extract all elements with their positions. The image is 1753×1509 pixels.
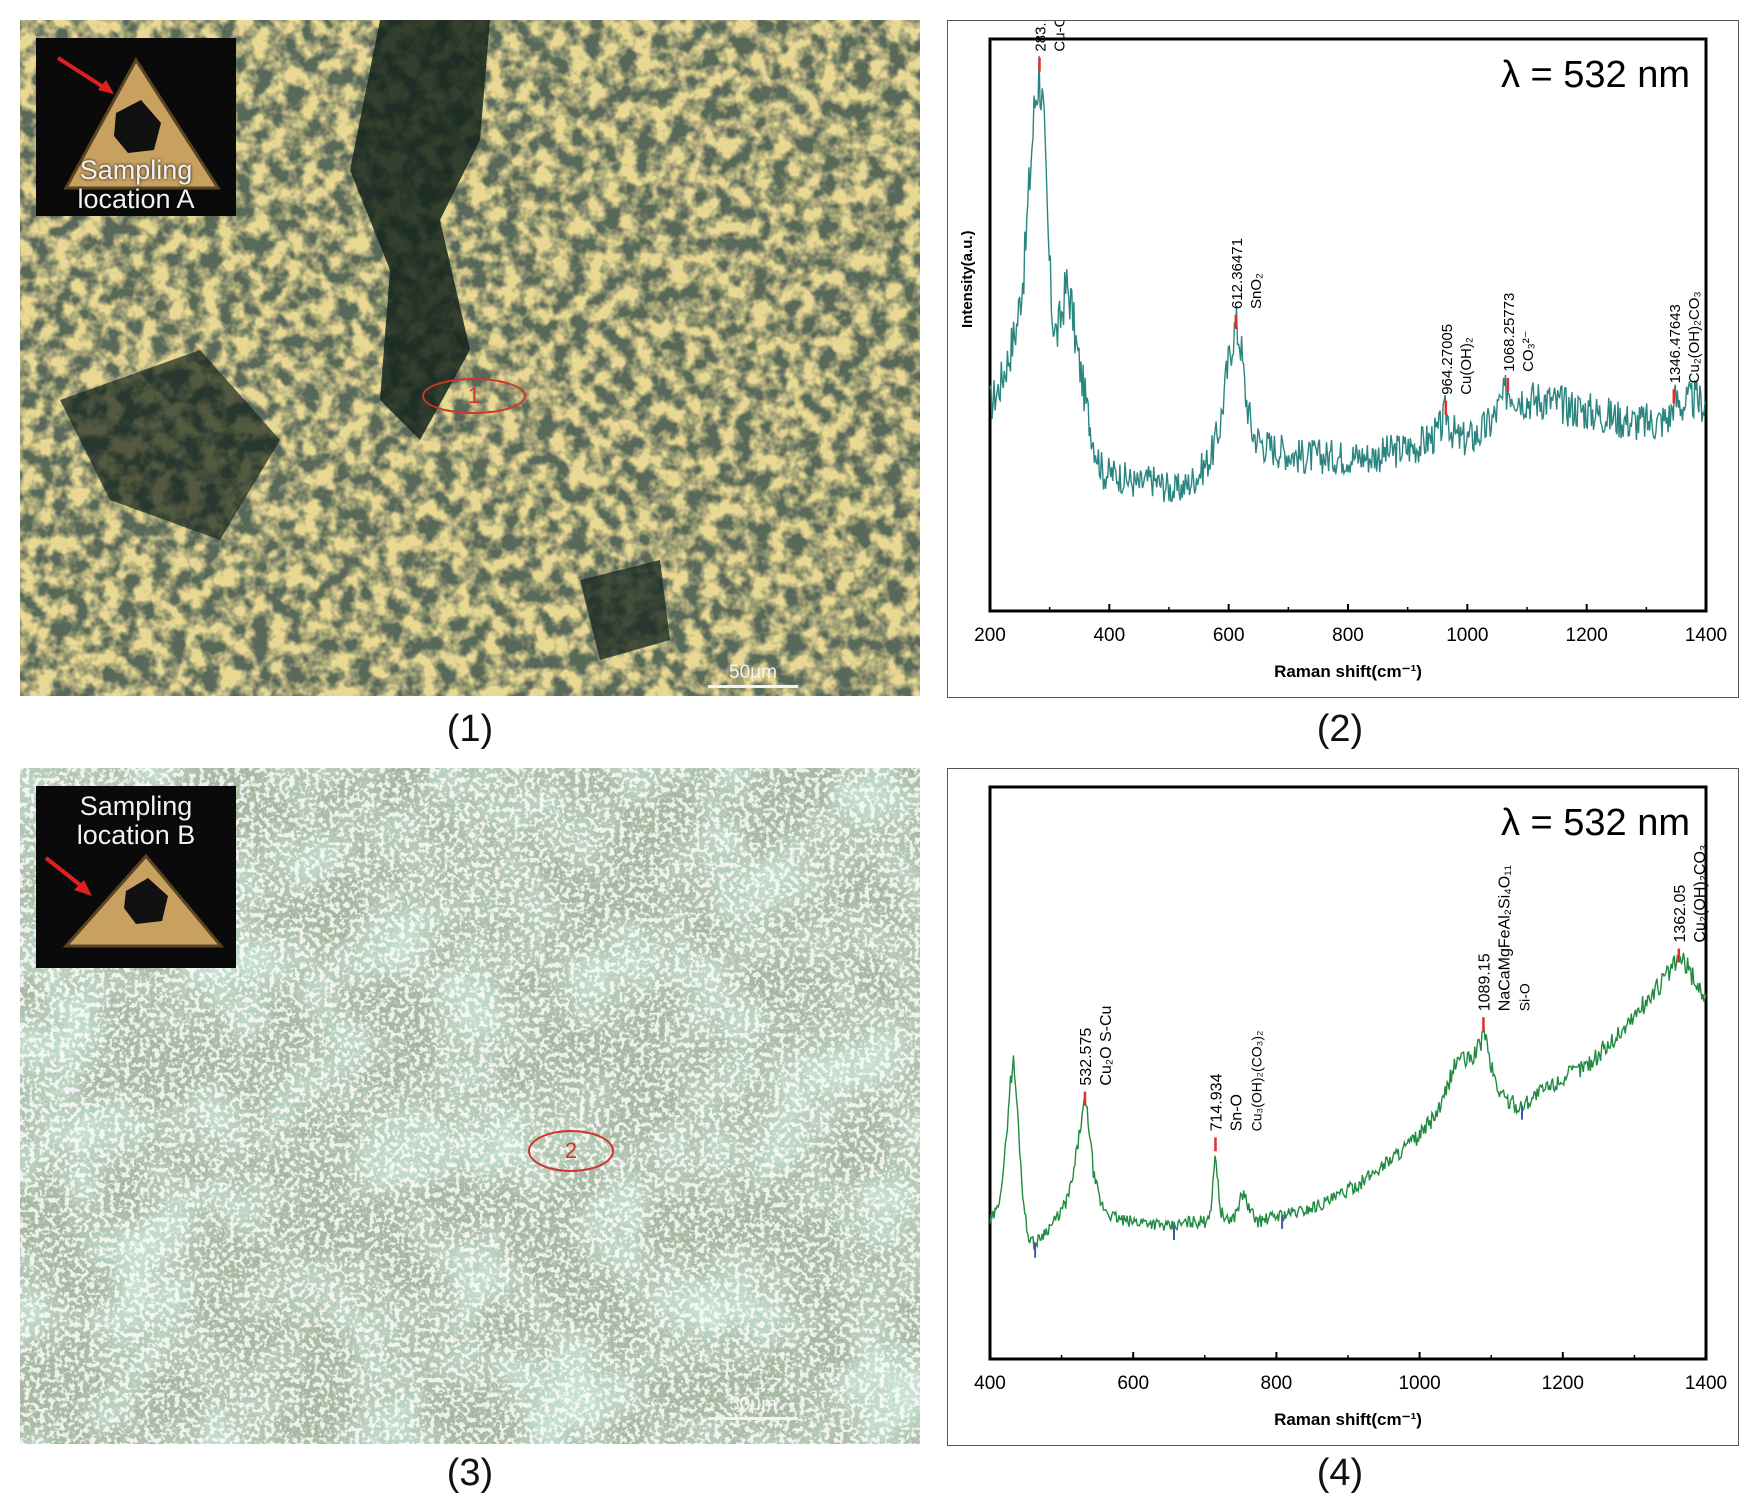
peak-value-label: 1068.25773 [1501,293,1518,372]
x-tick-label: 400 [1093,625,1125,646]
micrograph-a-image [20,20,920,696]
sampling-marker-1: 1 [422,378,526,414]
y-axis-label: Intensity(a.u.) [959,230,976,328]
scale-bar-a: 50μm [708,662,798,688]
sampling-marker-2: 2 [528,1130,614,1172]
x-tick-label: 1400 [1685,625,1727,646]
scale-bar-label: 50μm [729,662,777,683]
peak-value-label: 612.36471 [1229,238,1246,309]
peak-species-label-2: Cu₃(OH)₂(CO₃)₂ [1248,1031,1264,1132]
peak-value-label: 714.934 [1208,1073,1225,1131]
peak-value-label: 532.575 [1078,1028,1095,1086]
x-tick-label: 400 [974,1373,1006,1394]
peak-species-label: NaCaMgFeAl₂Si₄O₁₁ [1496,865,1513,1011]
caption-2: (2) [1316,708,1364,750]
raman-spectrum-a: 200 400 600 800 1000 1200 1400 Raman shift(cm⁻¹… [959,21,1727,681]
peak-annotation: 532.575 Cu₂O S-Cu [1078,1006,1115,1086]
peak-annotation: 714.934 Sn-O Cu₃(OH)₂(CO₃)₂ [1208,1031,1264,1132]
micrograph-b: Sampling location B 2 50μm [20,768,920,1444]
chart-title: λ = 532 nm [1501,54,1690,96]
cross-section-icon-b [44,853,225,948]
inset-label-b: Sampling location B [76,791,196,850]
peak-species-label: CO₃²⁻ [1520,330,1537,372]
scale-bar-line-b [708,1417,798,1420]
spectrum-line [989,56,1706,503]
cross-section-icon [56,56,221,190]
arrow-icon-b [44,856,86,890]
x-tick-label: 1000 [1446,625,1488,646]
x-tick-label: 600 [1117,1373,1149,1394]
peak-value-label: 283.18516 [1033,21,1050,52]
arrow-icon [56,56,110,92]
x-tick-label: 1200 [1566,625,1608,646]
x-tick-label: 800 [1261,1373,1293,1394]
plot-frame [988,37,1708,613]
micrograph-a: Sampling location A 1 50μm [20,20,920,696]
x-tick-label: 600 [1213,625,1245,646]
inset-label-a: Sampling location A [77,155,195,214]
peak-species-label: Sn-O [1228,1094,1245,1131]
peak-species-label: Cu₂O S-Cu [1098,1006,1115,1086]
caption-1: (1) [446,708,494,750]
peak-species-label-2: Si-O [1516,983,1532,1011]
peak-annotation: 612.36471 SnO₂ [1229,238,1265,309]
peak-species-label: Cu₂(OH)₂CO₃ [1686,291,1703,383]
chart-title: λ = 532 nm [1501,802,1690,844]
scale-bar-line [708,685,798,688]
peak-value-label: 1346.47643 [1667,304,1684,383]
x-tick-label: 1000 [1398,1373,1440,1394]
chart-box-b: 400 600 800 1000 1200 1400 Raman shift(cm⁻¹) λ … [947,768,1739,1446]
x-tick-label: 1200 [1542,1373,1584,1394]
x-tick-label: 200 [974,625,1006,646]
peak-value-label: 964.27005 [1439,324,1456,395]
peak-annotation: 1362.05 Cu₂(OH)₂CO₃ [1672,845,1709,943]
peak-value-label: 1362.05 [1672,885,1689,943]
peak-annotation: 1068.25773 CO₃²⁻ [1501,293,1537,372]
peak-species-label: SnO₂ [1248,273,1265,309]
chart-box-a: 200 400 600 800 1000 1200 1400 Raman shift(cm⁻¹… [947,20,1739,698]
raman-spectrum-b: 400 600 800 1000 1200 1400 Raman shift(cm⁻¹) λ … [974,785,1727,1429]
inset-location-a: Sampling location A [36,38,236,216]
peak-annotation: 964.27005 Cu(OH)₂ [1439,324,1475,395]
caption-4: (4) [1316,1452,1364,1494]
caption-3: (3) [446,1452,494,1494]
peak-annotation: 1346.47643 Cu₂(OH)₂CO₃ [1667,291,1703,383]
peak-species-label: Cu₂(OH)₂CO₃ [1692,845,1709,943]
inset-location-b: Sampling location B [36,786,236,968]
x-tick-label: 800 [1332,625,1364,646]
x-axis-label: Raman shift(cm⁻¹) [1274,1410,1422,1429]
spectrum-line [989,952,1707,1250]
peak-annotation: 1089.15 NaCaMgFeAl₂Si₄O₁₁ Si-O [1476,865,1532,1011]
x-axis-label: Raman shift(cm⁻¹) [1274,662,1422,681]
x-tick-label: 1400 [1685,1373,1727,1394]
peak-value-label: 1089.15 [1476,953,1493,1011]
scale-bar-b: 50μm [708,1394,798,1420]
peak-species-label: Cu-O [1052,21,1069,52]
peak-species-label: Cu(OH)₂ [1458,337,1475,395]
peak-annotation: 283.18516Cu-O [1033,21,1069,52]
scale-bar-label-b: 50μm [729,1394,777,1415]
